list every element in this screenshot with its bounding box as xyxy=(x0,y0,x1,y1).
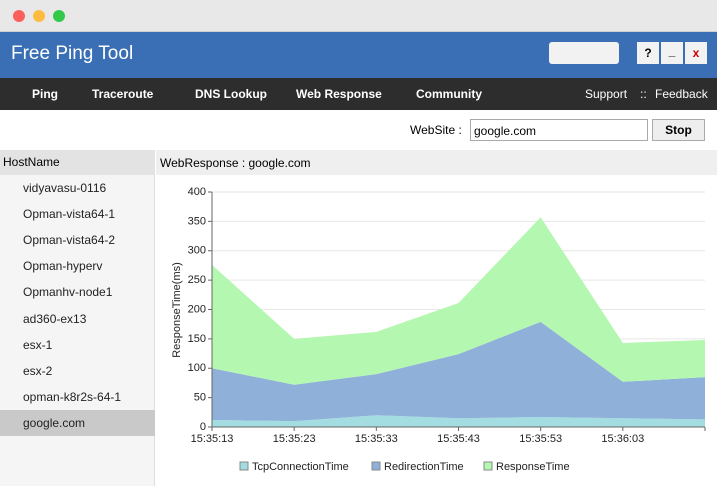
nav-bar xyxy=(0,78,717,110)
host-item[interactable]: vidyavasu-0116 xyxy=(23,181,107,195)
tool-icons[interactable] xyxy=(549,42,619,64)
legend-label: TcpConnectionTime xyxy=(252,461,349,473)
minimize-dot[interactable] xyxy=(33,10,45,22)
title-bar xyxy=(0,0,717,32)
nav-item[interactable]: Traceroute xyxy=(92,87,154,101)
nav-item[interactable]: Ping xyxy=(32,87,58,101)
close-dot[interactable] xyxy=(13,10,25,22)
x-tick-label: 15:35:33 xyxy=(355,433,398,445)
window-button[interactable]: ? xyxy=(637,42,659,64)
y-tick-label: 300 xyxy=(188,245,206,257)
host-item[interactable]: esx-1 xyxy=(23,337,53,352)
host-item[interactable]: Opman-vista64-1 xyxy=(23,207,116,222)
legend-label: RedirectionTime xyxy=(384,461,464,473)
y-tick-label: 0 xyxy=(200,421,206,433)
stop-button[interactable]: Stop xyxy=(652,119,705,141)
nav-item[interactable]: DNS Lookup xyxy=(195,87,267,101)
window-button[interactable]: _ xyxy=(661,42,683,64)
host-item[interactable]: google.com xyxy=(0,409,155,436)
app-header: Free Ping Tool ? _ x xyxy=(0,32,717,78)
host-item[interactable]: Opmanhv-node1 xyxy=(23,285,113,300)
y-tick-label: 350 xyxy=(188,215,206,227)
nav-item[interactable]: Community xyxy=(416,87,482,101)
y-tick-label: 100 xyxy=(188,362,206,374)
x-tick-label: 15:35:53 xyxy=(519,433,562,445)
zoom-dot[interactable] xyxy=(53,10,65,22)
legend-swatch xyxy=(239,461,249,471)
host-list: vidyavasu-0116 Opman-vista64-1 Opman-vista… xyxy=(0,175,155,445)
x-tick-label: 15:35:43 xyxy=(437,433,480,445)
x-tick-label: 15:36:03 xyxy=(601,433,644,445)
website-select[interactable]: google.com xyxy=(470,119,648,141)
app-title: Free Ping Tool xyxy=(11,43,134,64)
host-item[interactable]: opman-k8r2s-64-1 xyxy=(23,389,122,404)
nav-link[interactable]: Support xyxy=(585,87,628,101)
window-button[interactable]: x xyxy=(685,42,707,64)
legend-swatch xyxy=(483,461,493,471)
nav-item[interactable]: Web Response xyxy=(296,87,382,101)
nav-separator: :: xyxy=(640,87,647,101)
x-tick-label: 15:35:23 xyxy=(273,433,316,445)
nav-link[interactable]: Feedback xyxy=(655,87,708,101)
host-item[interactable]: Opman-hyperv xyxy=(23,259,103,274)
y-tick-label: 400 xyxy=(188,186,206,198)
panel-title: WebResponse : google.com xyxy=(160,156,311,170)
host-item[interactable]: esx-2 xyxy=(23,363,53,378)
y-tick-label: 50 xyxy=(194,392,206,404)
y-tick-label: 150 xyxy=(188,333,206,345)
panel-header: WebResponse : google.com xyxy=(156,150,717,175)
y-tick-label: 250 xyxy=(188,274,206,286)
y-axis-label: ResponseTime(ms) xyxy=(171,262,183,358)
x-tick-label: 15:35:13 xyxy=(191,433,234,445)
host-item[interactable]: Opman-vista64-2 xyxy=(23,233,116,248)
website-label: WebSite : xyxy=(410,123,462,137)
area xyxy=(212,217,705,385)
legend-swatch xyxy=(371,461,381,471)
host-item[interactable]: ad360-ex13 xyxy=(23,311,87,326)
area xyxy=(212,321,705,422)
legend-label: ResponseTime xyxy=(496,461,570,473)
sidebar-header: HostName xyxy=(0,150,155,175)
y-tick-label: 200 xyxy=(188,303,206,315)
